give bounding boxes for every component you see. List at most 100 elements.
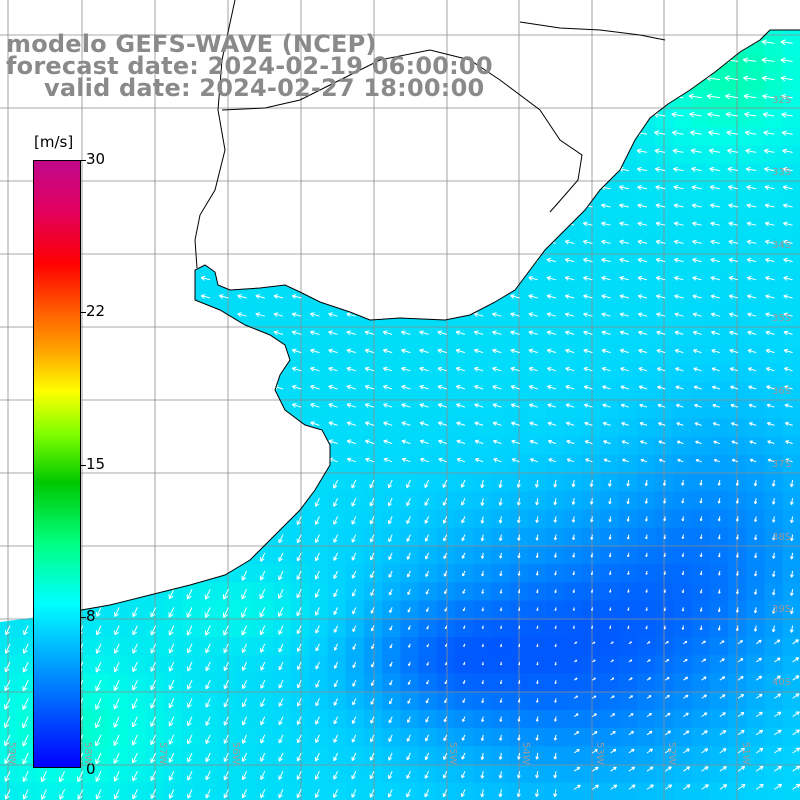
wind-arrow xyxy=(273,312,284,317)
speed-cell xyxy=(782,764,800,784)
wind-arrow xyxy=(637,221,648,227)
speed-cell xyxy=(691,364,711,383)
speed-cell xyxy=(655,182,674,201)
speed-cell xyxy=(0,655,19,674)
speed-cell xyxy=(382,728,401,747)
speed-cell xyxy=(546,254,565,274)
wind-arrow xyxy=(765,276,775,281)
speed-cell xyxy=(254,728,274,747)
speed-cell xyxy=(400,473,420,492)
speed-cell xyxy=(345,327,365,347)
speed-cell xyxy=(764,54,784,74)
speed-cell xyxy=(127,618,147,638)
speed-cell xyxy=(527,309,547,329)
speed-cell xyxy=(527,291,547,310)
speed-cell xyxy=(709,91,729,110)
speed-cell xyxy=(673,400,693,420)
speed-cell xyxy=(655,163,674,183)
speed-cell xyxy=(236,291,256,310)
speed-cell xyxy=(618,327,638,347)
speed-cell xyxy=(527,382,547,401)
speed-cell xyxy=(254,709,274,729)
speed-cell xyxy=(400,436,420,456)
speed-cell xyxy=(436,691,456,711)
speed-cell xyxy=(364,473,383,492)
speed-cell xyxy=(618,254,638,274)
speed-cell xyxy=(418,728,438,747)
speed-cell xyxy=(364,728,383,747)
speed-cell xyxy=(455,527,474,547)
speed-cell xyxy=(764,145,784,165)
speed-cell xyxy=(182,709,201,729)
speed-cell xyxy=(728,200,747,219)
speed-cell xyxy=(728,254,747,274)
speed-cell xyxy=(200,637,219,656)
speed-cell xyxy=(364,400,383,420)
speed-cell xyxy=(746,254,765,274)
speed-cell xyxy=(418,546,438,565)
wind-arrow xyxy=(743,93,757,100)
speed-cell xyxy=(200,764,219,784)
speed-cell xyxy=(618,655,638,674)
wind-arrow xyxy=(691,166,702,172)
speed-cell xyxy=(491,436,511,456)
speed-cell xyxy=(746,273,765,292)
speed-cell xyxy=(782,582,800,602)
speed-cell xyxy=(600,382,620,401)
speed-cell xyxy=(273,309,292,329)
speed-cell xyxy=(327,345,347,365)
speed-cell xyxy=(109,709,128,729)
speed-cell xyxy=(109,600,128,620)
speed-cell xyxy=(709,345,729,365)
speed-cell xyxy=(0,637,19,656)
speed-cell xyxy=(691,691,711,711)
speed-cell xyxy=(455,564,474,583)
speed-cell xyxy=(709,127,729,147)
speed-cell xyxy=(364,455,383,474)
speed-cell xyxy=(163,673,183,693)
speed-cell xyxy=(691,728,711,747)
speed-cell xyxy=(655,746,674,765)
speed-cell xyxy=(746,746,765,765)
speed-cell xyxy=(400,491,420,511)
speed-cell xyxy=(473,309,492,329)
speed-cell xyxy=(345,546,365,565)
speed-cell xyxy=(637,145,656,165)
speed-cell xyxy=(382,400,401,420)
wind-arrow xyxy=(619,276,629,281)
speed-cell xyxy=(564,746,583,765)
speed-cell xyxy=(691,764,711,784)
speed-cell xyxy=(382,600,401,620)
speed-cell xyxy=(764,327,784,347)
speed-cell xyxy=(273,291,292,310)
wind-arrow xyxy=(743,75,757,82)
speed-cell xyxy=(637,637,656,656)
wind-arrow xyxy=(546,276,557,281)
wind-arrow xyxy=(780,57,793,64)
speed-cell xyxy=(327,527,347,547)
speed-cell xyxy=(273,600,292,620)
speed-cell xyxy=(91,673,110,693)
speed-cell xyxy=(637,436,656,456)
speed-cell xyxy=(728,673,747,693)
speed-cell xyxy=(109,728,128,747)
speed-cell xyxy=(782,182,800,201)
speed-cell xyxy=(436,564,456,583)
speed-cell xyxy=(345,655,365,674)
speed-cell xyxy=(564,309,583,329)
speed-cell xyxy=(782,527,800,547)
speed-cell xyxy=(691,91,711,110)
speed-cell xyxy=(163,655,183,674)
wind-arrow xyxy=(237,294,247,299)
wind-arrow xyxy=(670,93,684,100)
speed-cell xyxy=(254,673,274,693)
speed-cell xyxy=(400,728,420,747)
speed-cell xyxy=(564,327,583,347)
speed-cell xyxy=(709,291,729,310)
speed-cell xyxy=(418,582,438,602)
speed-cell xyxy=(236,746,256,765)
wind-arrow xyxy=(692,221,702,227)
speed-cell xyxy=(382,582,401,602)
speed-cell xyxy=(655,382,674,401)
